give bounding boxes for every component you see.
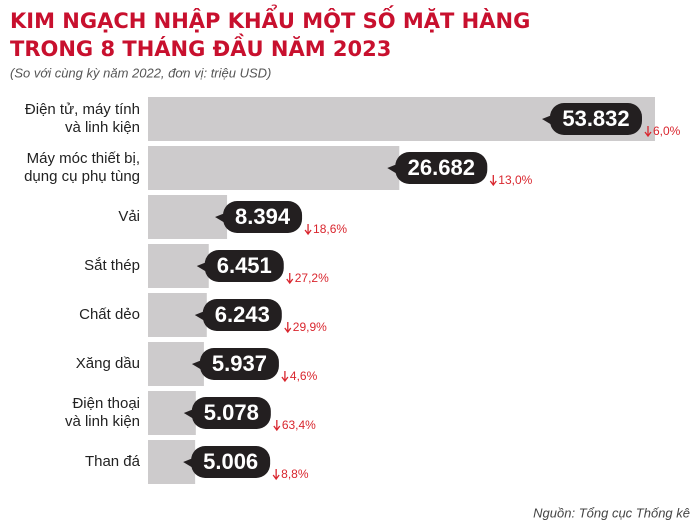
bubble-pointer [183, 458, 194, 468]
bar [148, 195, 228, 239]
bubble-pointer [196, 262, 207, 272]
value-bubble [202, 299, 282, 331]
value-label: 5.006 [203, 449, 258, 474]
category-label: Chất dẻo [79, 306, 140, 323]
bubble-pointer [183, 409, 194, 419]
value-bubble [199, 348, 279, 380]
bubble-pointer [215, 213, 226, 223]
value-bubble [223, 201, 303, 233]
value-bubble [191, 446, 271, 478]
change-label: 18,6% [313, 222, 347, 236]
category-label: Vải [118, 208, 140, 225]
change-arrow [272, 469, 280, 481]
change-arrow [304, 224, 312, 236]
source: Nguồn: Tổng cục Thống kê [533, 505, 690, 520]
value-label: 6.451 [217, 253, 272, 278]
bubble-pointer [542, 115, 552, 125]
bubble-pointer [387, 164, 398, 174]
value-bubble [395, 152, 488, 184]
change-label: 63,4% [282, 418, 316, 432]
value-bubble [204, 250, 284, 282]
category-label: Xăng dầu [76, 355, 140, 372]
change-arrow [281, 371, 289, 383]
change-label: 27,2% [295, 271, 329, 285]
chart-title: TRONG 8 THÁNG ĐẦU NĂM 2023 [10, 33, 391, 61]
change-arrow [286, 273, 294, 285]
bubble-pointer [194, 311, 205, 321]
value-bubble [191, 397, 271, 429]
change-label: 13,0% [498, 173, 532, 187]
change-label: 8,8% [281, 467, 309, 481]
bubble-pointer [191, 360, 202, 370]
category-label: Điện thoại và linh kiện [65, 395, 140, 430]
change-arrow [489, 175, 497, 187]
chart-title: KIM NGẠCH NHẬP KHẨU MỘT SỐ MẶT HÀNG [10, 5, 530, 33]
change-arrow [273, 420, 281, 432]
category-label: Than đá [85, 453, 141, 470]
value-label: 5.078 [204, 400, 259, 425]
value-label: 53.832 [562, 106, 629, 131]
change-label: 4,6% [290, 369, 318, 383]
value-label: 5.937 [212, 351, 267, 376]
value-bubble [550, 103, 642, 135]
change-label: 29,9% [293, 320, 327, 334]
category-label: Sắt thép [84, 257, 140, 274]
category-label: Điện tử, máy tính và linh kiện [25, 101, 140, 136]
value-label: 8.394 [235, 204, 291, 229]
chart-subtitle: (So với cùng kỳ năm 2022, đơn vị: triệu … [10, 65, 271, 80]
value-label: 26.682 [408, 155, 475, 180]
bar [148, 146, 400, 190]
value-label: 6.243 [215, 302, 270, 327]
change-arrow [284, 322, 292, 334]
change-label: 6,0% [653, 124, 681, 138]
category-label: Máy móc thiết bị, dụng cụ phụ tùng [24, 150, 140, 185]
change-arrow [644, 126, 652, 138]
